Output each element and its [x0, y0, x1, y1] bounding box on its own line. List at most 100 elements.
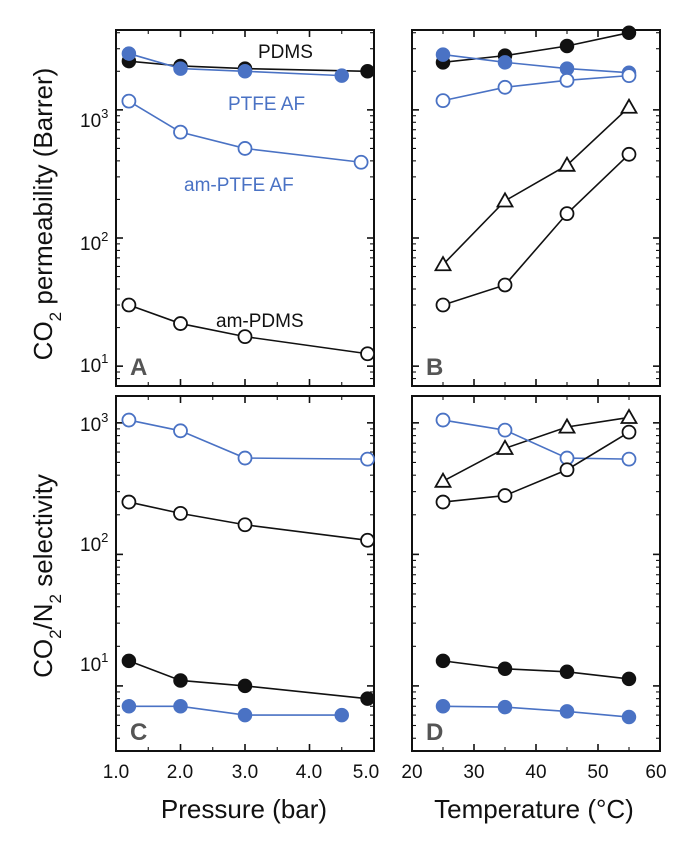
bottom-y-tick-label-10-3: 103 [80, 410, 108, 436]
panel-c-point-pdms [121, 653, 137, 669]
panel-d-line-am-ptfe-af [442, 419, 630, 460]
panel-d-point-am-pdms [497, 488, 513, 503]
panel-c-point-pdms [360, 691, 375, 706]
panel-a-point-am-pdms [237, 329, 253, 345]
panel-a-point-am-ptfe-af [237, 141, 253, 156]
bottom-y-tick-exp: 1 [101, 650, 108, 665]
series-label-pdms: PDMS [258, 42, 313, 63]
panel-d-series-am-pdms [435, 424, 637, 510]
panel-c-line-am-pdms [128, 501, 368, 542]
temperature-tick-label: 20 [401, 762, 422, 783]
panel-a-point-ptfe-af [173, 61, 188, 76]
panel-c-point-am-pdms [237, 517, 253, 533]
panel-d-frame [411, 395, 661, 752]
panel-c-point-pdms [237, 678, 253, 694]
y-title-bottom-part-rest: selectivity [28, 474, 58, 594]
panel-c-point-am-ptfe-af [360, 451, 375, 467]
panel-c-point-ptfe-af [237, 707, 253, 723]
panel-c-point-am-pdms [121, 494, 137, 510]
x-axis-title-right: Temperature (°C) [434, 794, 634, 824]
panel-d-point-pdms [435, 653, 451, 669]
panel-b-point-pdms [621, 25, 637, 40]
top-y-tick-exp: 1 [101, 351, 108, 366]
panel-a-point-am-ptfe-af [173, 124, 188, 140]
panel-letter-c: C [130, 719, 147, 746]
panel-d-point-ptfe-af [435, 699, 451, 714]
y-axis-title-bottom: CO2/N2 selectivity [28, 474, 65, 678]
panel-b-point-am-pdms [621, 146, 637, 162]
panel-a-series-am-ptfe-af [121, 93, 369, 170]
panel-d-series-ptfe-af [435, 699, 637, 725]
temperature-tick-label: 60 [645, 762, 666, 783]
panel-a-line-pdms [128, 60, 368, 73]
svg-text:CO2 permeability (Barrer): CO2 permeability (Barrer) [28, 68, 65, 361]
top-y-tick-base: 10 [80, 234, 101, 255]
panel-a-point-ptfe-af [237, 64, 253, 79]
bottom-y-tick-exp: 3 [101, 410, 108, 425]
y-title-bottom-part-n: /N [28, 603, 58, 629]
panel-d-point-am-ptfe-af [435, 412, 451, 428]
panel-b-point-am-pdms [559, 206, 575, 222]
panel-d-point-pdms [497, 661, 513, 677]
top-y-tick-exp: 3 [101, 106, 108, 121]
panel-c-series-am-pdms [121, 494, 375, 548]
panel-a-point-pdms [360, 64, 375, 79]
x-axis-title-left: Pressure (bar) [161, 794, 327, 824]
panel-b-line-triangle-series [442, 106, 630, 266]
panel-d-point-ptfe-af [559, 704, 575, 719]
y-title-bottom-part-co: CO [28, 639, 58, 678]
panel-b-series-am-pdms [435, 146, 637, 313]
panel-d-point-am-pdms [559, 462, 575, 478]
panel-c-point-am-ptfe-af [173, 423, 188, 439]
y-title-top-part-rest: permeability (Barrer) [28, 68, 58, 312]
series-label-am-ptfe: am-PTFE AF [184, 175, 294, 196]
panel-c-series-ptfe-af [121, 699, 349, 723]
bottom-y-tick-labels: 101 102 103 [80, 410, 108, 676]
panel-a-point-am-pdms [173, 316, 188, 331]
series-label-ptfe: PTFE AF [228, 94, 305, 115]
panel-a-series-ptfe-af [121, 46, 349, 83]
bottom-y-tick-base: 10 [80, 415, 101, 436]
panel-b-point-am-ptfe-af [621, 68, 637, 84]
panel-letter-d: D [426, 719, 443, 746]
panel-c-point-pdms [173, 673, 188, 688]
panel-b-point-am-pdms [435, 297, 451, 313]
panel-c-point-ptfe-af [173, 699, 188, 714]
panel-d-point-triangle-series [619, 408, 639, 424]
panel-c-point-am-ptfe-af [121, 412, 137, 428]
temperature-tick-label: 40 [525, 762, 546, 783]
panel-b-point-am-ptfe-af [497, 79, 513, 95]
panel-a-point-am-pdms [360, 346, 375, 362]
panel-d-line-triangle-series [442, 416, 630, 482]
panel-c-point-ptfe-af [334, 707, 349, 723]
ticks-layer [115, 30, 661, 751]
panel-a-series-am-pdms [121, 297, 375, 362]
panel-d-line-pdms [442, 660, 630, 680]
y-axis-title-top: CO2 permeability (Barrer) [28, 68, 65, 361]
panel-d-point-am-pdms [435, 494, 451, 510]
panel-c-point-ptfe-af [121, 699, 137, 714]
panel-c-series-pdms [121, 653, 375, 706]
pressure-tick-label: 1.0 [103, 762, 129, 783]
panel-c-point-am-pdms [360, 532, 375, 548]
panel-d-point-triangle-series [433, 471, 453, 488]
panel-c-line-ptfe-af [128, 705, 342, 716]
top-y-tick-base: 10 [80, 111, 101, 132]
temperature-tick-label: 30 [463, 762, 484, 783]
panel-a-point-am-ptfe-af [353, 154, 369, 170]
panel-b-point-pdms [559, 38, 575, 54]
top-y-tick-label-10-1: 101 [80, 351, 108, 377]
panel-b-point-ptfe-af [497, 55, 513, 70]
pressure-tick-label: 2.0 [167, 762, 193, 783]
panel-b-line-am-pdms [442, 153, 630, 306]
panel-c-frame [115, 395, 375, 752]
panel-a-point-am-pdms [121, 297, 137, 313]
panel-a-line-am-ptfe-af [128, 100, 362, 164]
panel-d-series-am-ptfe-af [435, 412, 637, 467]
temperature-tick-labels: 20 30 40 50 60 [401, 762, 666, 783]
panel-a-line-ptfe-af [128, 52, 342, 77]
panel-b-point-am-pdms [497, 277, 513, 293]
plot-layer [121, 25, 639, 725]
